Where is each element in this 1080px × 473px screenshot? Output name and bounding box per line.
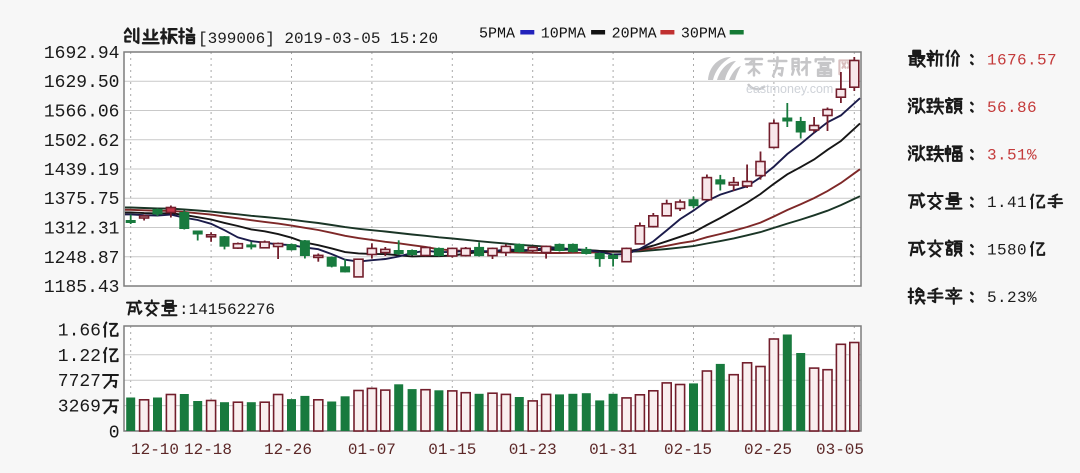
svg-text:1.66: 1.66	[58, 321, 101, 341]
svg-text::141562276: :141562276	[179, 301, 275, 319]
svg-text:1692.94: 1692.94	[44, 44, 120, 64]
svg-text:20PMA: 20PMA	[612, 26, 657, 43]
svg-text:1566.06: 1566.06	[44, 103, 120, 123]
svg-text:1375.75: 1375.75	[44, 190, 120, 210]
svg-text:1312.31: 1312.31	[44, 220, 120, 240]
svg-text:01-31: 01-31	[589, 441, 637, 459]
svg-text:3.51%: 3.51%	[987, 147, 1037, 165]
svg-text:56.86: 56.86	[987, 99, 1037, 117]
svg-text:10PMA: 10PMA	[541, 26, 586, 43]
svg-text:01-07: 01-07	[348, 441, 396, 459]
svg-text:3269: 3269	[58, 398, 101, 418]
svg-text:1580: 1580	[987, 242, 1027, 260]
svg-text:12-26: 12-26	[264, 441, 312, 459]
svg-text:03-05: 03-05	[816, 441, 864, 459]
svg-text:1439.19: 1439.19	[44, 161, 120, 181]
svg-text:1676.57: 1676.57	[987, 52, 1057, 70]
svg-text:1.22: 1.22	[58, 347, 101, 367]
svg-text:30PMA: 30PMA	[681, 26, 726, 43]
svg-text:01-15: 01-15	[428, 441, 476, 459]
svg-text:1629.50: 1629.50	[44, 73, 120, 93]
svg-text:02-25: 02-25	[744, 441, 792, 459]
svg-text:12-10: 12-10	[131, 441, 179, 459]
svg-text:eastmoney.com: eastmoney.com	[746, 82, 833, 96]
svg-text:01-23: 01-23	[509, 441, 557, 459]
svg-text:1.41: 1.41	[987, 194, 1027, 212]
svg-text:0: 0	[109, 424, 120, 444]
svg-text:1502.62: 1502.62	[44, 132, 120, 152]
svg-text:[399006] 2019-03-05 15:20: [399006] 2019-03-05 15:20	[198, 30, 438, 48]
svg-text:02-15: 02-15	[664, 441, 712, 459]
svg-text:5PMA: 5PMA	[479, 26, 515, 43]
svg-text:1248.87: 1248.87	[44, 249, 120, 269]
svg-text:12-18: 12-18	[184, 441, 232, 459]
svg-text:5.23%: 5.23%	[987, 289, 1037, 307]
svg-text:1185.43: 1185.43	[44, 278, 120, 298]
svg-text:7727: 7727	[58, 372, 101, 392]
